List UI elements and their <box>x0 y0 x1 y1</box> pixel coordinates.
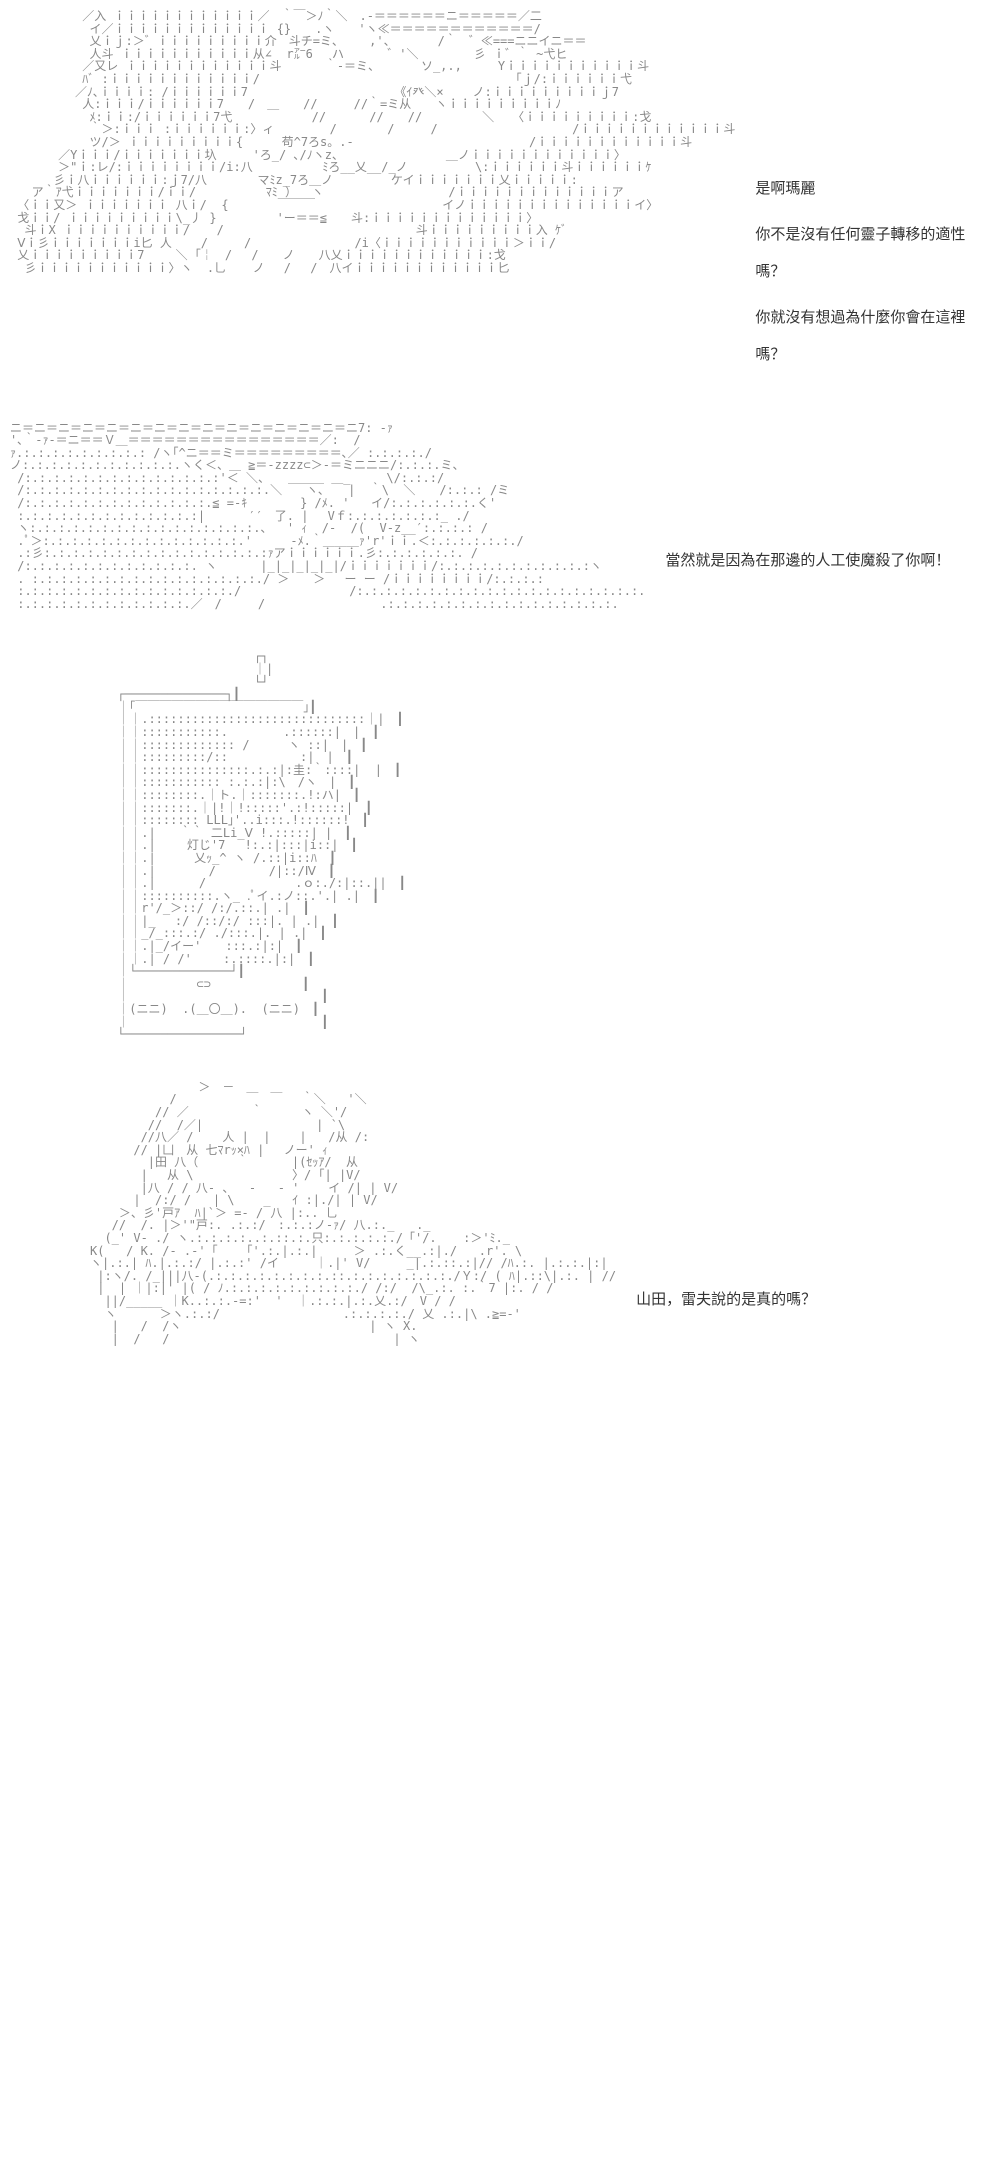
dialogue-line: 當然就是因為在那邊的人工使魔殺了你啊！ <box>665 542 950 580</box>
dialogue-4: 山田，雷夫說的是真的嗎？ <box>636 1081 816 1327</box>
dialogue-line: 你不是沒有任何靈子轉移的適性嗎？ <box>755 216 990 291</box>
dialogue-line: 你就沒有想過為什麼你會在這裡嗎？ <box>755 299 990 374</box>
dialogue-line: 是啊瑪麗 <box>755 170 990 208</box>
dialogue-line: 山田，雷夫說的是真的嗎？ <box>636 1281 816 1319</box>
ascii-art-4: ＞ － ＿ ＿ / ｀＼ '＼ // ／ ｀ ヽ ＼'/ // /／| | `\… <box>90 1081 616 1345</box>
dialogue-2: 當然就是因為在那邊的人工使魔殺了你啊！ <box>665 422 950 588</box>
dialogue-1: 是啊瑪麗 你不是沒有任何靈子轉移的適性嗎？ 你就沒有想過為什麼你會在這裡嗎？ <box>755 10 990 382</box>
panel-4: ＞ － ＿ ＿ / ｀＼ '＼ // ／ ｀ ヽ ＼'/ // /／| | `\… <box>10 1081 990 1345</box>
panel-1: ／入 ｉｉｉｉｉｉｉｉｉｉｉｉ／ ｀￣＞ﾉ｀＼ .-＝＝＝＝＝＝ニ＝＝＝＝＝／二… <box>10 10 990 382</box>
panel-3: ┌┐ ｜| └┘ ┌──────────────┐┃ ｜｢￣￣￣￣￣￣￣￣￣￣￣… <box>10 650 990 1040</box>
panel-2: ニ＝ニ＝ニ＝ニ＝ニ＝ニ＝ニ＝ニ＝ニ＝ニ＝ニ＝ニ＝ニ＝ニ＝ニ7: -ｧ '､｀-ｧ… <box>10 422 990 611</box>
ascii-art-1: ／入 ｉｉｉｉｉｉｉｉｉｉｉｉ／ ｀￣＞ﾉ｀＼ .-＝＝＝＝＝＝ニ＝＝＝＝＝／二… <box>10 10 735 274</box>
ascii-art-2: ニ＝ニ＝ニ＝ニ＝ニ＝ニ＝ニ＝ニ＝ニ＝ニ＝ニ＝ニ＝ニ＝ニ＝ニ7: -ｧ '､｀-ｧ… <box>10 422 645 611</box>
ascii-art-3: ┌┐ ｜| └┘ ┌──────────────┐┃ ｜｢￣￣￣￣￣￣￣￣￣￣￣… <box>110 650 406 1040</box>
